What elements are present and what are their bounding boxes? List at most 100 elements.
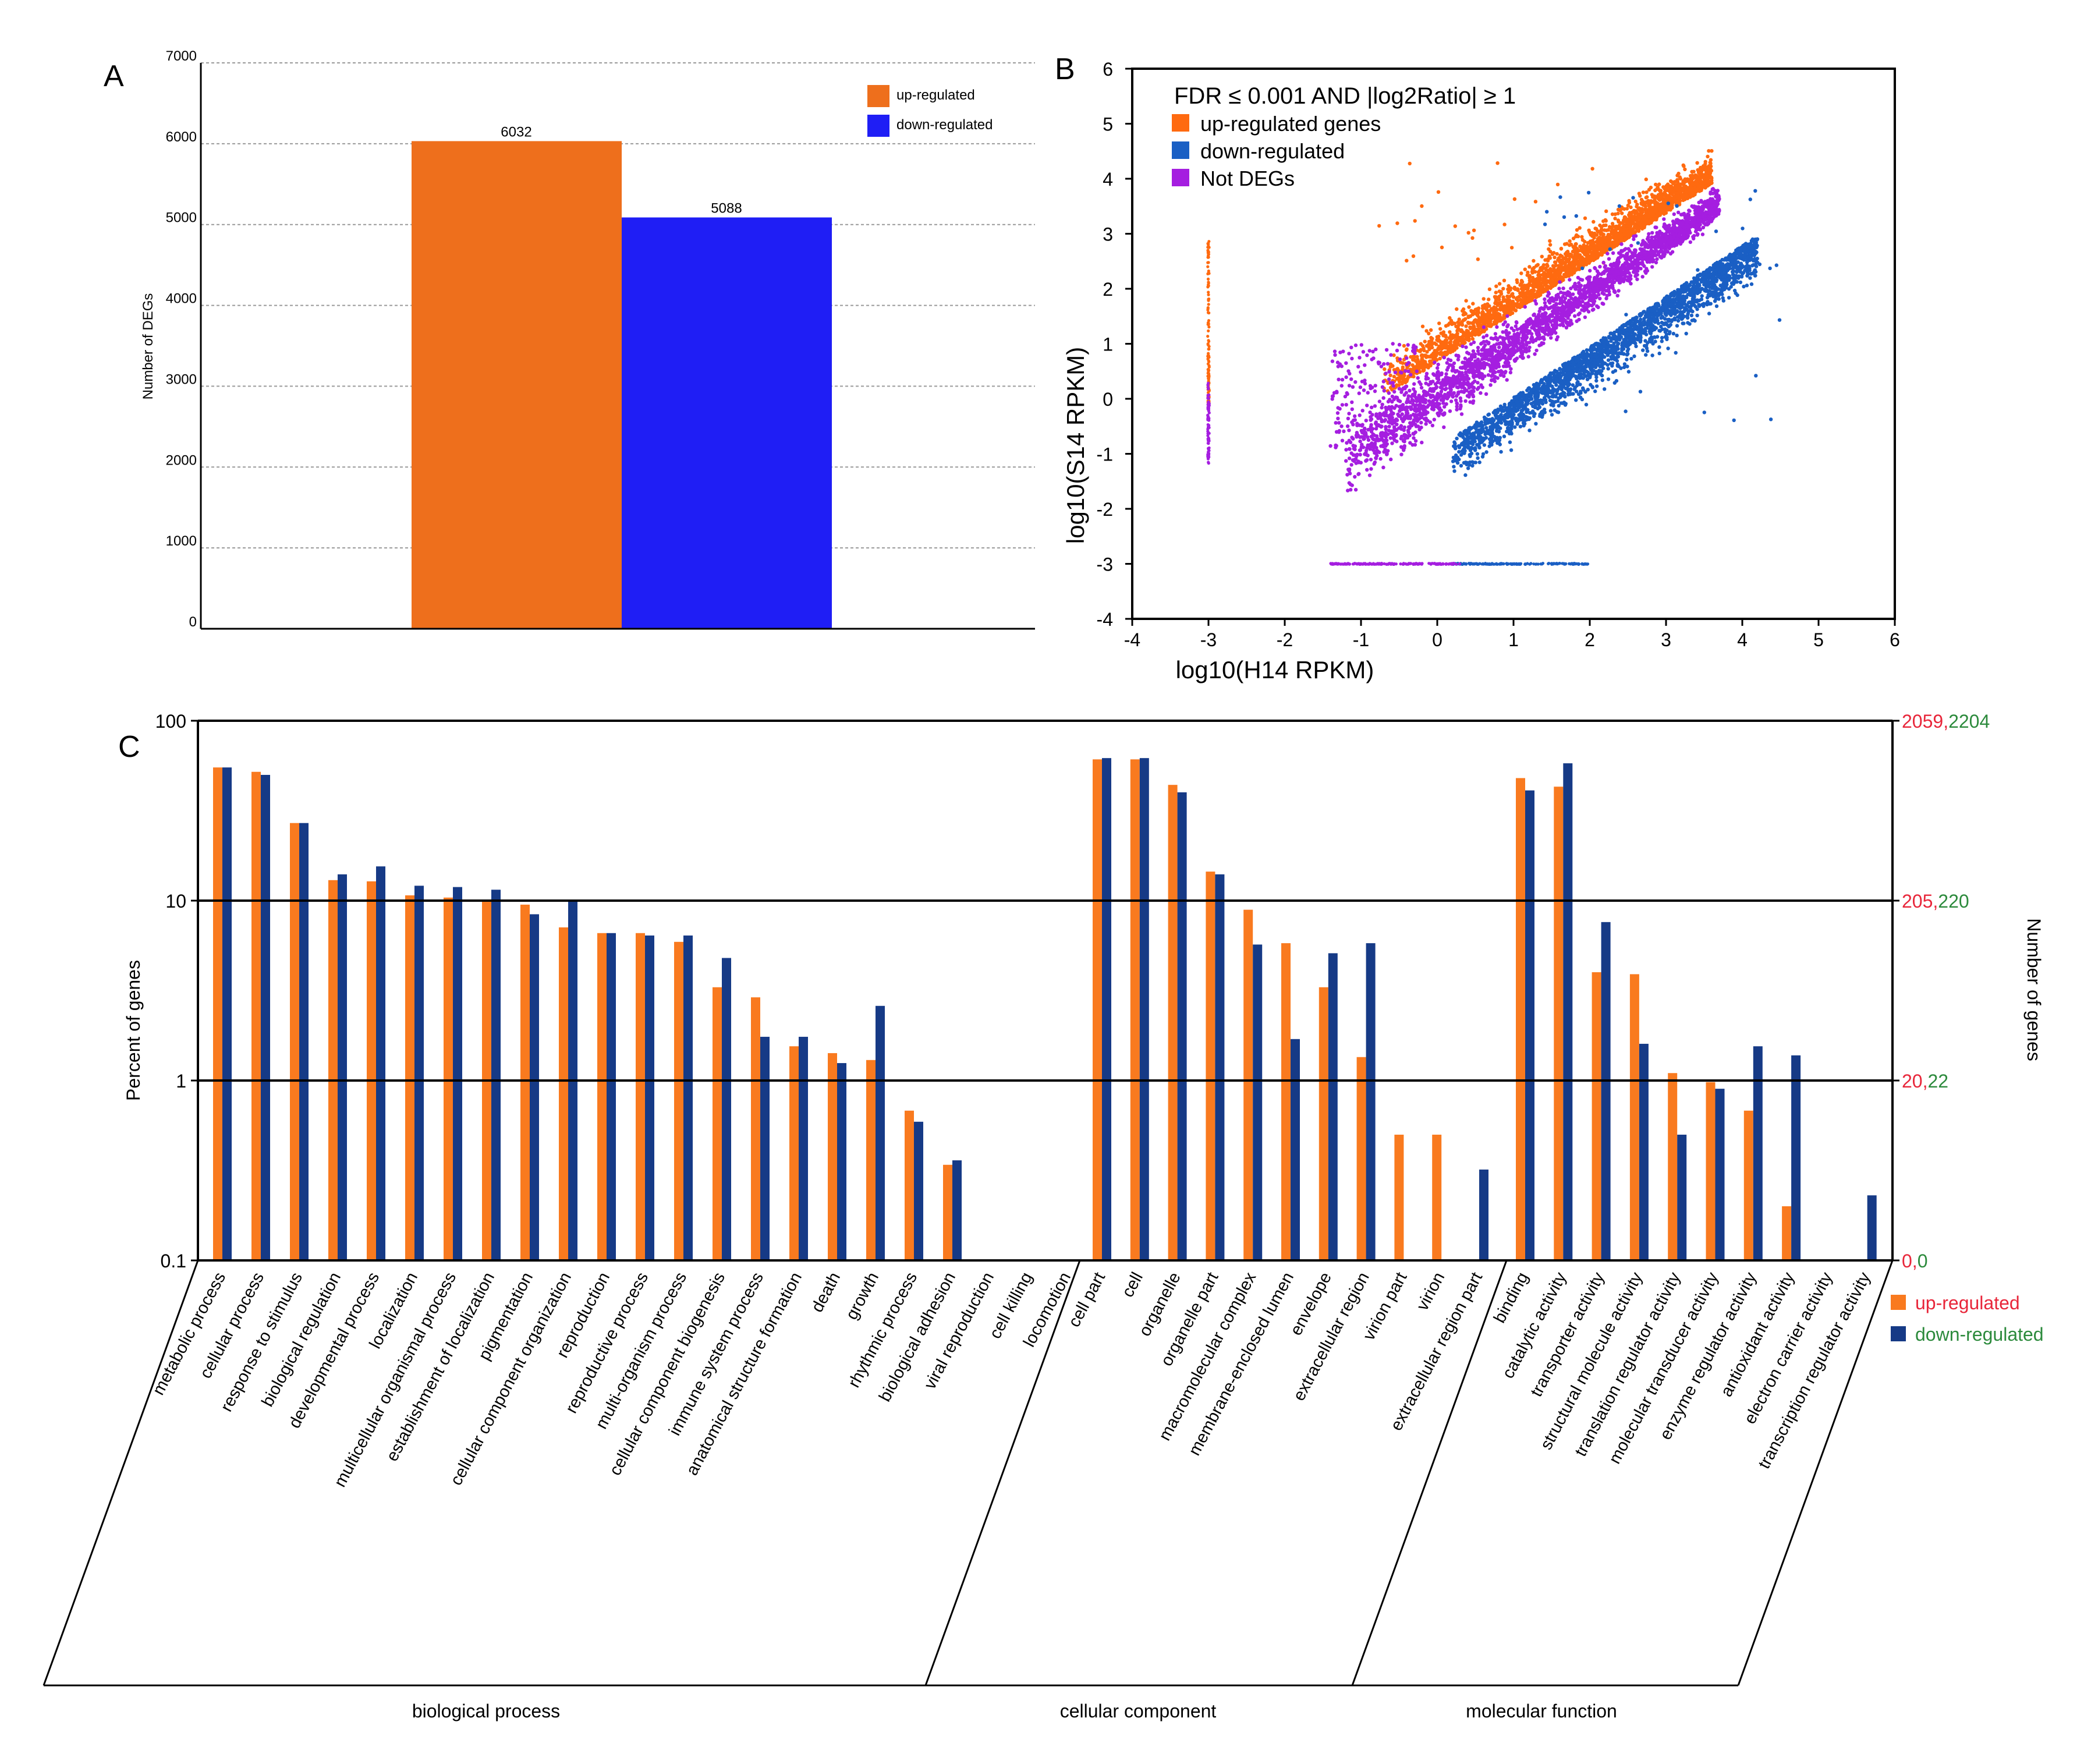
point (1608, 331, 1612, 335)
point (1423, 353, 1427, 357)
point (1530, 279, 1534, 284)
point (1565, 250, 1569, 254)
point (1413, 219, 1417, 223)
point (1591, 253, 1596, 257)
point (1473, 307, 1477, 311)
point (1526, 270, 1530, 275)
point (1589, 355, 1593, 359)
point (1638, 208, 1642, 212)
point (1576, 234, 1580, 239)
point (1682, 314, 1686, 318)
point (1626, 203, 1630, 208)
point (1593, 365, 1598, 369)
point (1639, 215, 1643, 219)
point (1664, 197, 1669, 201)
point (1466, 231, 1470, 235)
panel-a-y-label: Number of DEGs (140, 293, 156, 400)
point (1558, 253, 1562, 257)
point (1505, 410, 1510, 414)
point (1207, 299, 1210, 302)
point (1752, 263, 1756, 267)
point (1575, 376, 1579, 380)
point (1643, 204, 1648, 208)
point (1705, 268, 1709, 272)
point (1592, 219, 1596, 224)
point (1715, 260, 1719, 265)
point (1495, 441, 1500, 445)
point (1580, 235, 1584, 239)
point (1480, 440, 1484, 444)
point (1734, 265, 1738, 270)
point (1651, 217, 1656, 221)
point (1625, 357, 1629, 362)
point (1509, 448, 1514, 452)
point (1578, 389, 1583, 394)
point (1751, 253, 1756, 257)
point (1617, 204, 1622, 208)
point (1613, 334, 1617, 338)
point (1692, 284, 1696, 288)
point (1567, 273, 1572, 277)
point (1412, 366, 1416, 370)
point (1649, 199, 1653, 203)
point (1646, 323, 1651, 327)
point (1476, 310, 1481, 315)
point (1457, 317, 1461, 321)
point (1498, 301, 1502, 306)
point (1508, 404, 1512, 408)
point (1430, 339, 1434, 343)
point (1568, 387, 1573, 391)
point (1495, 427, 1499, 431)
point (1643, 339, 1647, 343)
point (1649, 211, 1653, 215)
point (1663, 330, 1667, 334)
point (1608, 362, 1613, 366)
point (1508, 311, 1512, 315)
point (1632, 354, 1636, 359)
point (1637, 325, 1641, 330)
point (1521, 421, 1526, 425)
point (1597, 239, 1602, 243)
point (1688, 300, 1692, 304)
point (1659, 191, 1663, 196)
point (1675, 297, 1679, 301)
point (1508, 408, 1513, 412)
point (1481, 310, 1485, 315)
point (1653, 317, 1657, 321)
point (1620, 211, 1624, 215)
point (1448, 339, 1453, 344)
point (1589, 242, 1593, 246)
point (1527, 428, 1532, 433)
point (1575, 355, 1579, 360)
point (1429, 328, 1433, 332)
y-tick-label: 3000 (166, 371, 197, 387)
point (1527, 293, 1532, 297)
point (1684, 190, 1688, 194)
point (1622, 338, 1626, 342)
point (1597, 244, 1602, 248)
point (1712, 264, 1716, 268)
point (1562, 394, 1566, 398)
point (1473, 423, 1477, 427)
point (1600, 373, 1604, 378)
point (1462, 440, 1466, 444)
point (1594, 358, 1599, 362)
point (1575, 228, 1579, 232)
point (1420, 324, 1425, 328)
point (1477, 321, 1482, 326)
point (1468, 426, 1472, 430)
point (1777, 318, 1782, 322)
point (1594, 375, 1599, 380)
point (1437, 337, 1441, 342)
point (1207, 243, 1210, 246)
point (1595, 251, 1600, 256)
point (1668, 323, 1672, 327)
point (1678, 315, 1682, 319)
point (1572, 268, 1577, 272)
point (1593, 389, 1597, 394)
point (1551, 276, 1555, 281)
point (1501, 295, 1505, 299)
point (1724, 271, 1728, 275)
point (1753, 244, 1757, 249)
point (1515, 287, 1520, 291)
